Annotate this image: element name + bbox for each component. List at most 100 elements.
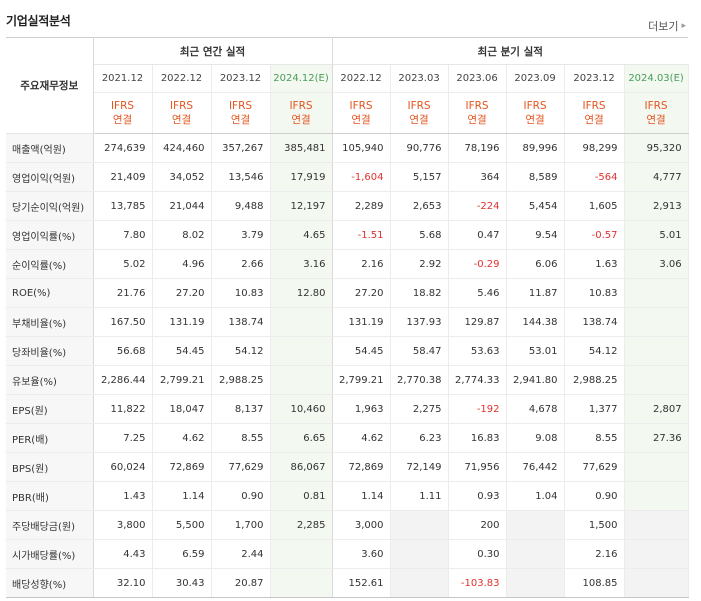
table-cell xyxy=(270,365,333,395)
column-period: 2023.03 xyxy=(390,64,449,93)
table-cell: 11.87 xyxy=(506,278,565,308)
group-quarterly: 최근 분기 실적 xyxy=(332,37,689,65)
table-row: EPS(원) 11,822 18,047 8,137 10,460 1,963 2,275-… xyxy=(6,394,689,424)
table-cell: 1,500 xyxy=(564,510,625,540)
table-cell: 95,320 xyxy=(624,133,689,163)
column-basis: IFRS 연결 xyxy=(506,92,565,134)
table-cell: 6.23 xyxy=(390,423,449,453)
table-cell: 137.93 xyxy=(390,307,449,337)
table-cell: 21,409 xyxy=(93,162,153,192)
table-cell: -192 xyxy=(448,394,507,424)
table-cell: 131.19 xyxy=(332,307,391,337)
table-cell xyxy=(624,452,689,482)
table-cell: 30.43 xyxy=(152,568,212,598)
table-cell: 2,770.38 xyxy=(390,365,449,395)
table-cell: 18,047 xyxy=(152,394,212,424)
basis-consolidation: 연결 xyxy=(525,114,545,126)
row-label: 시가배당률(%) xyxy=(6,539,94,569)
table-cell xyxy=(624,336,689,366)
row-label: 영업이익(억원) xyxy=(6,162,94,192)
table-row: 순이익률(%) 5.02 4.96 2.66 3.16 2.16 2.92 -0.29 6.06… xyxy=(6,249,689,279)
column-period: 2024.12(E) xyxy=(270,64,333,93)
table-cell xyxy=(624,539,689,569)
more-link-label: 더보기 xyxy=(648,20,679,33)
table-cell xyxy=(506,539,565,569)
basis-standard: IFRS xyxy=(465,100,489,112)
table-cell: 2,807 xyxy=(624,394,689,424)
table-cell: 77,629 xyxy=(211,452,271,482)
table-cell xyxy=(270,539,333,569)
table-cell: -103.83 xyxy=(448,568,507,598)
table-cell: 1,605 xyxy=(564,191,625,221)
table-cell: 138.74 xyxy=(211,307,271,337)
table-cell: 6.65 xyxy=(270,423,333,453)
table-row: 영업이익(억원) 21,409 34,052 13,546 17,919 -1,604 5,… xyxy=(6,162,689,192)
column-period: 2021.12 xyxy=(93,64,153,93)
table-cell: 8,589 xyxy=(506,162,565,192)
table-cell: 27.20 xyxy=(152,278,212,308)
basis-standard: IFRS xyxy=(349,100,373,112)
row-header: 주요재무정보 xyxy=(6,37,94,134)
table-cell: 200 xyxy=(448,510,507,540)
table-row: 배당성향(%) 32.10 30.43 20.87 152.61 -103.83 108.8… xyxy=(6,568,689,598)
basis-standard: IFRS xyxy=(523,100,547,112)
table-cell: 53.63 xyxy=(448,336,507,366)
table-cell: 5.46 xyxy=(448,278,507,308)
column-basis: IFRS 연결 xyxy=(332,92,391,134)
table-cell: 3,800 xyxy=(93,510,153,540)
table-row: 유보율(%) 2,286.44 2,799.21 2,988.25 2,799.21 2,… xyxy=(6,365,689,395)
table-cell: 98,299 xyxy=(564,133,625,163)
column-basis: IFRS 연결 xyxy=(152,92,212,134)
table-cell: -1,604 xyxy=(332,162,391,192)
table-cell: 0.30 xyxy=(448,539,507,569)
table-cell: 21.76 xyxy=(93,278,153,308)
table-row: 부채비율(%) 167.50 131.19 138.74 131.19 137.93 129… xyxy=(6,307,689,337)
table-cell: -1.51 xyxy=(332,220,391,250)
column-basis: IFRS 연결 xyxy=(624,92,689,134)
basis-consolidation: 연결 xyxy=(230,114,251,126)
basis-consolidation: 연결 xyxy=(409,114,429,126)
table-cell: 5,500 xyxy=(152,510,212,540)
row-label: ROE(%) xyxy=(6,278,94,308)
row-label: 매출액(억원) xyxy=(6,133,94,163)
table-cell xyxy=(506,568,565,598)
table-cell: 3,000 xyxy=(332,510,391,540)
table-cell: 2,275 xyxy=(390,394,449,424)
table-cell: 0.93 xyxy=(448,481,507,511)
table-cell: 138.74 xyxy=(564,307,625,337)
basis-standard: IFRS xyxy=(407,100,431,112)
more-link[interactable]: 더보기 ▸ xyxy=(648,18,686,34)
table-cell: 72,149 xyxy=(390,452,449,482)
table-cell: 1.14 xyxy=(152,481,212,511)
basis-consolidation: 연결 xyxy=(584,114,604,126)
table-cell xyxy=(624,568,689,598)
table-cell xyxy=(624,278,689,308)
table-cell: 0.47 xyxy=(448,220,507,250)
table-cell: 364 xyxy=(448,162,507,192)
table-cell: 4,777 xyxy=(624,162,689,192)
row-label: 당기순이익(억원) xyxy=(6,191,94,221)
table-cell: 8.02 xyxy=(152,220,212,250)
row-label: 당좌비율(%) xyxy=(6,336,94,366)
table-cell: 90,776 xyxy=(390,133,449,163)
table-cell: 2,799.21 xyxy=(332,365,391,395)
basis-standard: IFRS xyxy=(110,100,135,112)
table-cell: 2,285 xyxy=(270,510,333,540)
table-row: BPS(원) 60,024 72,869 77,629 86,067 72,869 72,1… xyxy=(6,452,689,482)
table-cell: 131.19 xyxy=(152,307,212,337)
column-period: 2022.12 xyxy=(152,64,212,93)
table-row: ROE(%) 21.76 27.20 10.83 12.80 27.20 18.82 5.46… xyxy=(6,278,689,308)
table-cell: 6.59 xyxy=(152,539,212,569)
table-cell: 12.80 xyxy=(270,278,333,308)
table-cell: 86,067 xyxy=(270,452,333,482)
table-cell: 72,869 xyxy=(332,452,391,482)
column-basis: IFRS 연결 xyxy=(390,92,449,134)
table-cell: 144.38 xyxy=(506,307,565,337)
table-cell: 2,988.25 xyxy=(211,365,271,395)
table-cell: 9.54 xyxy=(506,220,565,250)
basis-consolidation: 연결 xyxy=(467,114,487,126)
row-label: 유보율(%) xyxy=(6,365,94,395)
table-cell: 4,678 xyxy=(506,394,565,424)
table-cell: 2,941.80 xyxy=(506,365,565,395)
table-cell: 167.50 xyxy=(93,307,153,337)
